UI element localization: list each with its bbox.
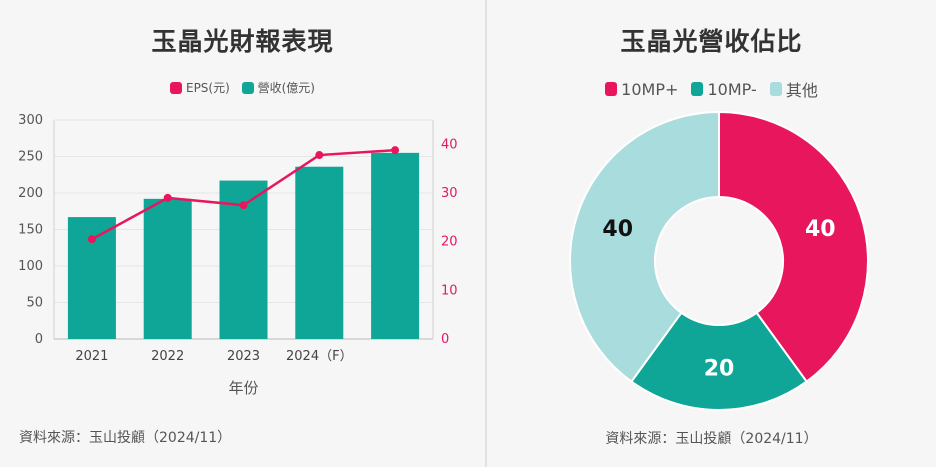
- y-tick-label: 50: [26, 296, 43, 311]
- x-tick-label: 2024（F）: [286, 349, 353, 364]
- legend-swatch-other: [769, 82, 782, 96]
- y2-tick-label: 30: [441, 186, 458, 201]
- slice-value-label: 40: [602, 217, 633, 242]
- y-tick-label: 0: [35, 332, 43, 347]
- right-legend: 10MP+ 10MP- 其他: [487, 77, 936, 101]
- x-tick-label: 2021: [75, 349, 108, 364]
- x-tick-label: 2022: [151, 349, 184, 364]
- legend-item-revenue[interactable]: 營收(億元): [241, 79, 315, 96]
- eps-point: [163, 193, 172, 202]
- revenue-bar: [371, 152, 420, 339]
- eps-point: [239, 201, 248, 210]
- combo-chart: 0 50 100 150 200 250 300 0 10 20 30 40 2021 2022 2023 2…: [18, 113, 458, 397]
- legend-swatch-10mp-plus: [605, 82, 618, 96]
- y-tick-label: 200: [18, 186, 43, 201]
- eps-point: [315, 151, 324, 160]
- x-axis-title: 年份: [228, 379, 258, 397]
- legend-item-10mp-plus[interactable]: 10MP+: [605, 80, 678, 99]
- revenue-bar: [143, 198, 192, 339]
- left-legend: EPS(元) 營收(億元): [0, 79, 485, 97]
- right-source-note: 資料來源：玉山投顧（2024/11）: [605, 431, 818, 447]
- donut-slice: [718, 110, 869, 383]
- legend-label-revenue: 營收(億元): [257, 81, 315, 95]
- legend-label-10mp-minus: 10MP-: [707, 79, 757, 99]
- left-chart-panel: 玉晶光財報表現 EPS(元) 營收(億元) 0 50 100 150 200 250 300…: [0, 27, 485, 446]
- x-tick-label: 2023: [227, 349, 260, 364]
- y2-tick-label: 40: [441, 137, 458, 152]
- legend-item-10mp-minus[interactable]: 10MP-: [691, 79, 757, 99]
- legend-label-10mp-plus: 10MP+: [621, 79, 679, 99]
- left-source-note: 資料來源：玉山投顧（2024/11）: [19, 430, 232, 446]
- y-tick-label: 150: [18, 223, 43, 238]
- revenue-bar: [295, 166, 344, 339]
- legend-swatch-10mp-minus: [691, 82, 704, 96]
- y2-tick-label: 10: [441, 283, 458, 298]
- y2-tick-label: 0: [441, 332, 449, 347]
- slice-value-label: 40: [805, 217, 836, 242]
- legend-swatch-eps: [169, 81, 182, 94]
- legend-swatch-revenue: [241, 81, 254, 94]
- eps-point: [391, 146, 400, 155]
- donut-slice: [569, 110, 720, 383]
- donut-chart: 40 20 40: [569, 110, 869, 411]
- legend-label-other: 其他: [785, 81, 818, 100]
- legend-item-other[interactable]: 其他: [769, 77, 818, 101]
- y-tick-label: 100: [18, 259, 43, 274]
- left-chart-title: 玉晶光財報表現: [151, 27, 334, 56]
- slice-value-label: 20: [704, 357, 735, 382]
- y-tick-label: 250: [18, 150, 43, 165]
- panel-divider: [485, 0, 487, 467]
- right-chart-title: 玉晶光營收佔比: [620, 27, 803, 56]
- legend-item-eps[interactable]: EPS(元): [169, 79, 230, 96]
- donut-slice: [630, 311, 808, 411]
- y-tick-label: 300: [18, 113, 43, 128]
- right-chart-panel: 玉晶光營收佔比 10MP+ 10MP- 其他 40 20 40 資料來源：玉山投顧（…: [487, 0, 936, 467]
- legend-label-eps: EPS(元): [185, 81, 230, 95]
- eps-point: [87, 235, 96, 244]
- y2-tick-label: 20: [441, 235, 458, 250]
